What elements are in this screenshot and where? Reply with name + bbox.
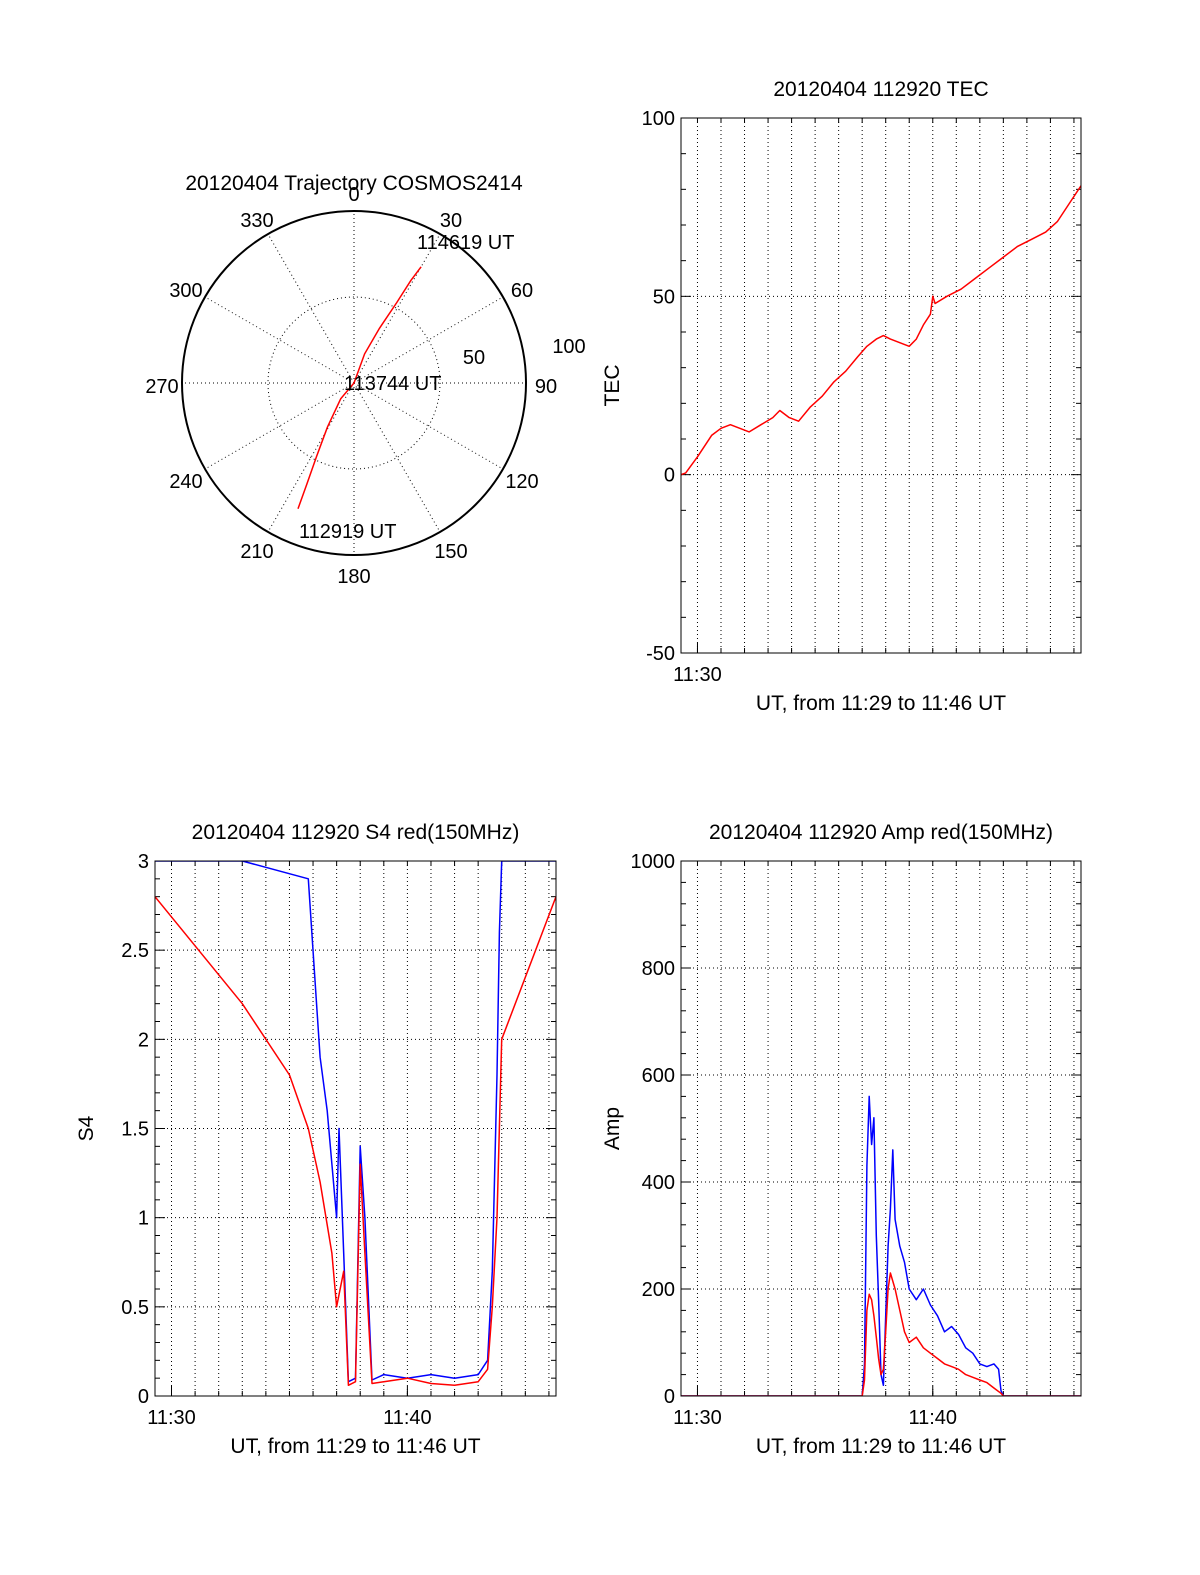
series-group xyxy=(681,185,1081,476)
x-tick-label: 11:30 xyxy=(673,1407,722,1429)
polar-angle-label: 120 xyxy=(505,471,538,493)
polar-angle-label: 30 xyxy=(440,210,462,232)
polar-spoke xyxy=(353,382,504,470)
y-tick-label: 800 xyxy=(642,958,675,980)
chart-title: 20120404 Trajectory COSMOS2414 xyxy=(185,172,523,195)
y-axis-label: TEC xyxy=(601,365,624,407)
s4-panel: 3 2.5 2 1.5 1 0.5 011:30 11:40 20120404 112920 S… xyxy=(75,821,557,1458)
polar-spoke xyxy=(267,233,355,384)
polar-angle-label: 90 xyxy=(535,376,557,398)
polar-radius-label: 100 xyxy=(552,336,585,358)
x-tick-label: 11:30 xyxy=(147,1407,196,1429)
y-tick-label: 600 xyxy=(642,1065,675,1087)
trajectory-end-label: 114619 UT xyxy=(417,232,514,254)
polar-angle-label: 180 xyxy=(337,566,370,588)
trajectory-start-label: 112919 UT xyxy=(299,521,396,543)
plot-frame xyxy=(680,117,1082,654)
y-tick-label: 2 xyxy=(138,1029,149,1051)
polar-spoke xyxy=(353,382,441,533)
polar-angle-label: 0 xyxy=(348,184,359,206)
chart-title: 20120404 112920 S4 red(150MHz) xyxy=(192,821,520,844)
y-tick-label: 100 xyxy=(642,108,675,130)
y-tick-label: 0 xyxy=(664,1386,675,1408)
y-tick-label: 2.5 xyxy=(121,940,149,962)
y-tick-label: 400 xyxy=(642,1172,675,1194)
polar-trajectory-panel: 0 30 60 90 120 150 180 210 240 270 300 330 50 100 1146… xyxy=(145,172,585,588)
series-line-blue xyxy=(681,1095,1081,1396)
series-group xyxy=(681,1095,1081,1396)
plot-frame xyxy=(680,860,1082,1397)
y-tick-label: 1.5 xyxy=(121,1119,149,1141)
polar-ring-50 xyxy=(267,296,441,470)
y-tick-label: 0 xyxy=(664,465,675,487)
polar-angle-label: 330 xyxy=(240,210,273,232)
y-tick-label: 1 xyxy=(138,1208,149,1230)
x-tick-label: 11:40 xyxy=(383,1407,432,1429)
polar-angle-label: 210 xyxy=(240,541,273,563)
chart-title: 20120404 112920 Amp red(150MHz) xyxy=(709,821,1053,844)
chart-title: 20120404 112920 TEC xyxy=(773,78,988,101)
y-axis-label: Amp xyxy=(601,1107,624,1150)
series-line-blue xyxy=(155,861,556,1383)
y-tick-label: 50 xyxy=(653,286,675,308)
series-line-red xyxy=(681,185,1081,476)
x-axis-label: UT, from 11:29 to 11:46 UT xyxy=(756,1435,1006,1458)
y-tick-label: 0.5 xyxy=(121,1297,149,1319)
x-tick-label: 11:30 xyxy=(673,664,722,686)
polar-angle-label: 300 xyxy=(169,280,202,302)
polar-spoke xyxy=(204,296,355,384)
y-tick-label: -50 xyxy=(646,643,675,665)
trajectory-line xyxy=(297,266,422,509)
y-tick-label: 200 xyxy=(642,1279,675,1301)
polar-angle-label: 240 xyxy=(169,471,202,493)
series-line-red xyxy=(155,896,556,1387)
polar-angle-label: 150 xyxy=(434,541,467,563)
x-axis-label: UT, from 11:29 to 11:46 UT xyxy=(756,692,1006,715)
y-tick-label: 3 xyxy=(138,851,149,873)
y-axis-label: S4 xyxy=(75,1115,98,1141)
polar-spoke xyxy=(204,382,355,470)
x-axis-label: UT, from 11:29 to 11:46 UT xyxy=(230,1435,480,1458)
plot-frame xyxy=(154,860,557,1397)
polar-spoke xyxy=(353,296,504,384)
polar-ring-outer xyxy=(181,210,527,556)
series-line-red xyxy=(681,1272,1081,1396)
amp-panel: 1000 800 600 400 200 011:30 11:40 20120404 1129… xyxy=(601,821,1082,1458)
x-tick-label: 11:40 xyxy=(908,1407,957,1429)
polar-angle-label: 270 xyxy=(145,376,178,398)
polar-spoke xyxy=(353,233,441,384)
polar-spoke xyxy=(267,382,355,533)
y-tick-label: 0 xyxy=(138,1386,149,1408)
polar-angle-label: 60 xyxy=(511,280,533,302)
series-group xyxy=(155,861,556,1387)
y-tick-label: 1000 xyxy=(631,851,676,873)
polar-radius-label: 50 xyxy=(463,347,485,369)
trajectory-mid-label: 113744 UT xyxy=(344,373,441,395)
